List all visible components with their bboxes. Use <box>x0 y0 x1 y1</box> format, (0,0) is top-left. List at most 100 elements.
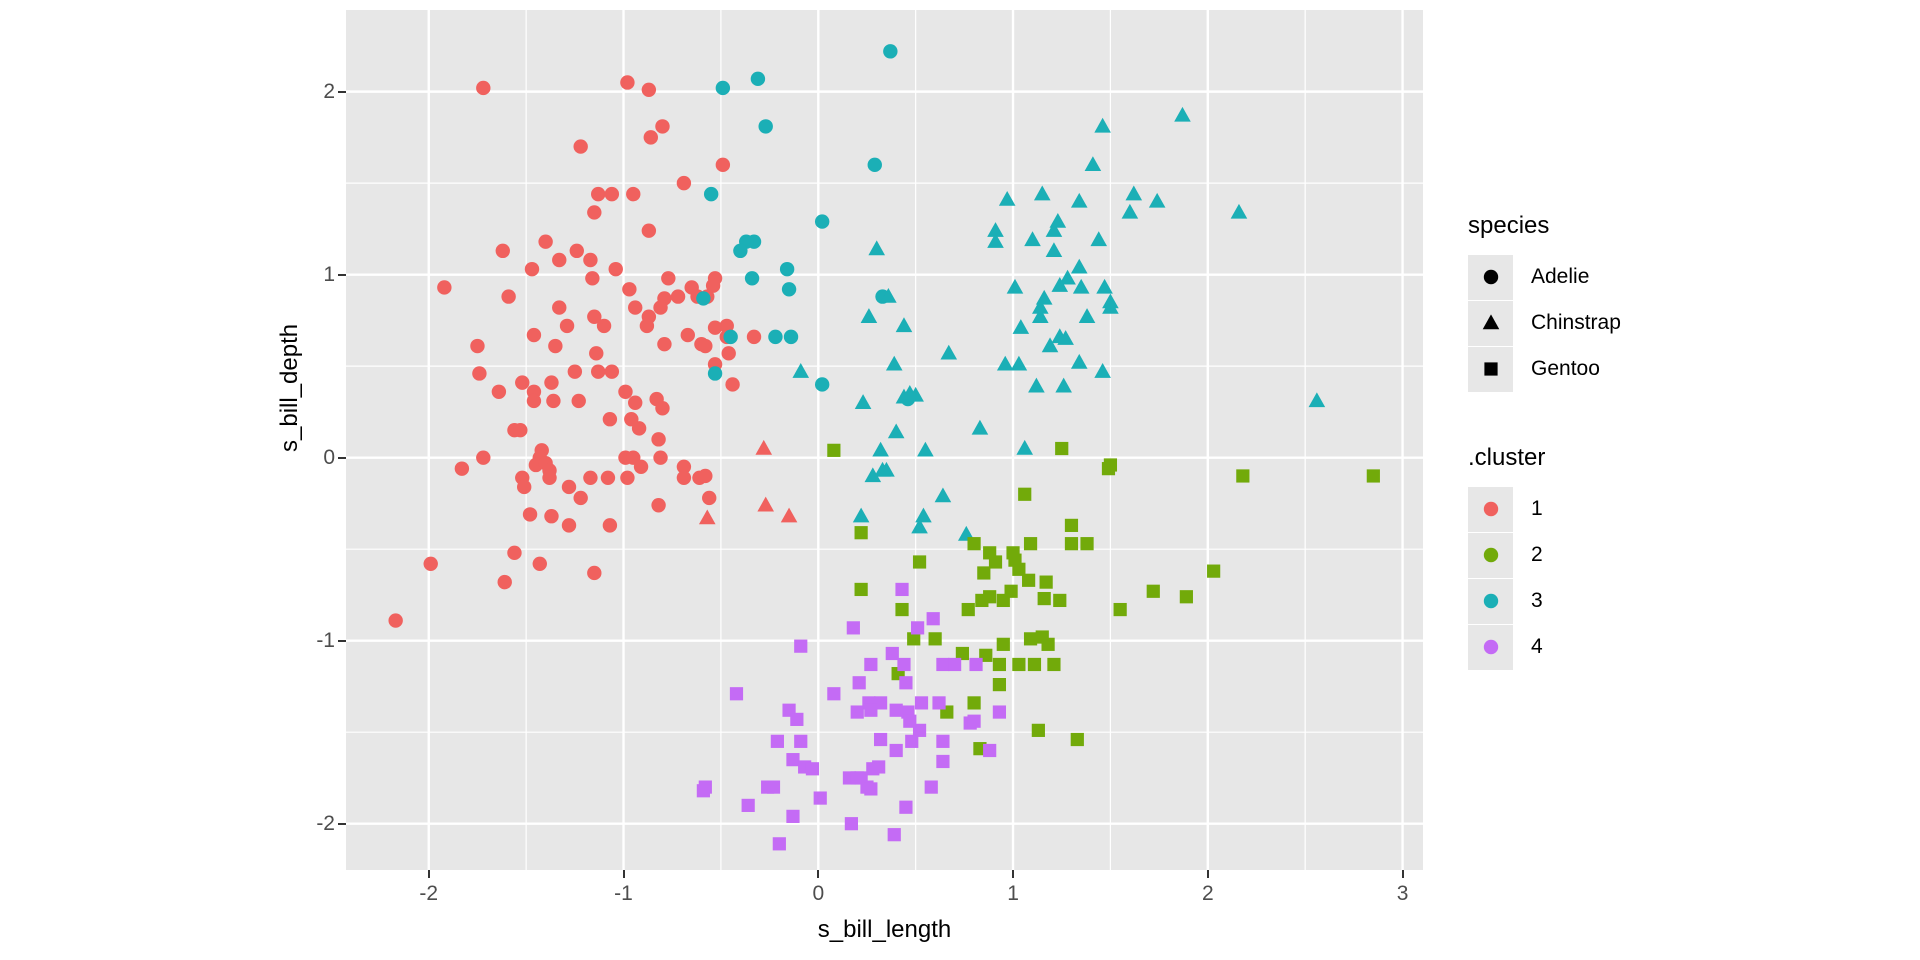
data-point <box>897 657 911 672</box>
legend-species-title: species <box>1468 212 1550 239</box>
data-point <box>698 338 713 354</box>
data-point <box>472 366 487 381</box>
data-point <box>885 355 903 371</box>
data-point <box>470 338 485 354</box>
data-point <box>546 393 561 409</box>
data-point <box>864 703 878 717</box>
x-tick-mark <box>817 870 820 878</box>
legend-label: Chinstrap <box>1531 311 1621 334</box>
data-point <box>1045 242 1063 258</box>
data-point <box>604 186 620 202</box>
circle-glyph-icon <box>1483 593 1498 609</box>
data-point <box>1080 537 1094 551</box>
data-point <box>1045 222 1063 237</box>
legend-cluster-item-4: 4 <box>1468 624 1545 670</box>
data-point <box>1053 593 1067 608</box>
data-point <box>552 300 567 315</box>
data-point <box>768 329 783 345</box>
legend-label: 1 <box>1531 497 1543 520</box>
data-point <box>589 346 604 361</box>
x-tick-mark <box>622 870 625 878</box>
data-point <box>1012 319 1030 334</box>
data-point <box>633 459 649 475</box>
circle-glyph-icon <box>1483 547 1498 563</box>
legend-key <box>1468 300 1513 346</box>
data-point <box>454 461 470 476</box>
data-point <box>721 346 736 361</box>
data-point <box>1090 231 1108 247</box>
circle-glyph-icon <box>1483 639 1498 655</box>
data-point <box>1041 337 1059 353</box>
data-point <box>1483 639 1498 655</box>
data-point <box>600 470 616 485</box>
data-point <box>591 364 606 379</box>
data-point <box>1070 192 1088 208</box>
data-point <box>476 450 491 465</box>
data-point <box>719 318 734 334</box>
data-point <box>977 566 991 580</box>
x-tick-label: 2 <box>1201 882 1214 905</box>
y-tick-label: 0 <box>323 445 335 469</box>
data-point <box>827 687 841 701</box>
data-point <box>1070 353 1088 369</box>
data-point <box>1094 363 1111 378</box>
data-point <box>860 308 878 323</box>
data-point <box>854 526 868 540</box>
data-point <box>626 186 641 202</box>
data-point <box>755 439 773 455</box>
data-point <box>880 288 897 303</box>
data-point <box>507 545 522 561</box>
legend-label: 2 <box>1531 543 1543 566</box>
data-point <box>899 676 913 690</box>
data-point <box>1024 231 1041 247</box>
data-point <box>552 252 567 268</box>
data-point <box>585 271 600 286</box>
data-point <box>907 386 924 402</box>
square-glyph-icon <box>1483 362 1498 376</box>
data-point <box>889 743 903 758</box>
data-point <box>1023 537 1038 551</box>
data-point <box>805 762 820 776</box>
plot-panel <box>346 10 1423 870</box>
data-point <box>1113 602 1127 617</box>
data-point <box>587 565 602 581</box>
x-tick-label: -1 <box>614 882 633 905</box>
data-point <box>604 364 620 379</box>
data-point <box>725 377 740 392</box>
data-point <box>561 479 577 495</box>
data-point <box>388 613 403 628</box>
data-point <box>899 800 913 814</box>
data-point <box>912 555 927 569</box>
data-point <box>591 186 606 202</box>
data-point <box>657 336 672 352</box>
legend-cluster: .cluster 1 2 3 4 <box>1468 444 1545 670</box>
data-point <box>513 423 528 438</box>
data-point <box>967 714 981 728</box>
data-point <box>501 289 516 304</box>
data-point <box>940 344 958 360</box>
x-tick-label: -2 <box>419 882 439 905</box>
data-point <box>772 837 786 851</box>
data-point <box>522 507 538 522</box>
data-point <box>1059 269 1076 285</box>
legend-species: species Adelie Chinstrap Gentoo <box>1468 212 1621 392</box>
data-point <box>702 490 717 506</box>
legend-key <box>1468 578 1513 624</box>
data-point <box>524 261 540 277</box>
data-point <box>1078 308 1096 323</box>
legend-cluster-item-1: 1 <box>1468 486 1545 532</box>
data-point <box>544 375 559 390</box>
data-point <box>1033 185 1051 201</box>
data-point <box>955 646 970 661</box>
data-point <box>936 734 950 748</box>
data-point <box>934 487 952 503</box>
data-point <box>1018 487 1032 501</box>
data-point <box>497 574 512 590</box>
data-point <box>583 470 598 485</box>
data-point <box>864 657 878 672</box>
data-point <box>1012 562 1026 576</box>
x-tick-mark <box>427 870 430 878</box>
data-point <box>643 130 658 145</box>
data-point <box>1483 362 1498 376</box>
